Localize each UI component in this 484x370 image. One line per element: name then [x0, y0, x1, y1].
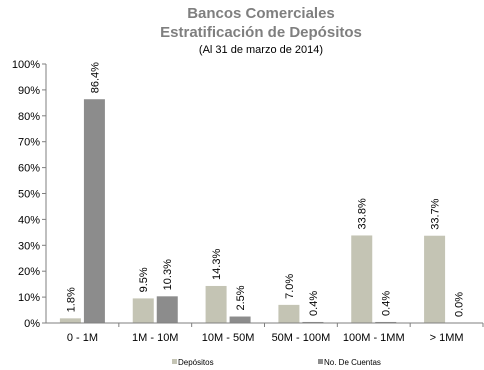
- x-tick-label: 1M - 10M: [132, 332, 178, 344]
- y-tick-label: 100%: [12, 59, 40, 71]
- bar-cuentas: [156, 296, 178, 323]
- bar-cuentas: [375, 321, 397, 323]
- x-tick-label: 100M - 1MM: [343, 332, 405, 344]
- legend-label: Depósitos: [178, 358, 214, 367]
- y-axis-ticks: 0% 10% 20% 30% 40% 50% 60% 70% 80% 90% 100%: [12, 59, 40, 330]
- x-tick-label: 10M - 50M: [202, 332, 255, 344]
- bar-depositos: [351, 235, 373, 323]
- y-tick-label: 0%: [24, 318, 40, 330]
- x-axis-ticks: 0 - 1M 1M - 10M 10M - 50M 50M - 100M 100M - …: [67, 332, 464, 344]
- data-label: 2.5%: [235, 285, 247, 310]
- bars: [59, 99, 446, 323]
- y-tick-label: 60%: [18, 163, 40, 175]
- chart-subtitle: Estratificación de Depósitos: [160, 24, 362, 41]
- legend-swatch: [318, 359, 323, 364]
- chart-title: Bancos Comerciales: [187, 5, 335, 22]
- bar-depositos: [424, 235, 446, 323]
- legend-swatch: [172, 359, 177, 364]
- bar-depositos: [278, 304, 300, 323]
- legend: Depósitos No. De Cuentas: [172, 358, 381, 367]
- bar-cuentas: [302, 321, 324, 323]
- x-tick-label: 50M - 100M: [272, 332, 331, 344]
- chart-note: (Al 31 de marzo de 2014): [199, 44, 323, 56]
- data-label: 14.3%: [211, 249, 223, 280]
- x-tick-label: 0 - 1M: [67, 332, 98, 344]
- bar-depositos: [132, 298, 154, 323]
- data-label: 7.0%: [284, 274, 296, 299]
- y-tick-label: 30%: [18, 240, 40, 252]
- data-label: 86.4%: [89, 62, 101, 93]
- data-label: 1.8%: [65, 287, 77, 312]
- y-tick-label: 70%: [18, 137, 40, 149]
- y-tick-label: 90%: [18, 85, 40, 97]
- data-label: 0.4%: [308, 291, 320, 316]
- bar-depositos: [205, 285, 227, 323]
- y-tick-label: 10%: [18, 292, 40, 304]
- data-label: 33.8%: [357, 198, 369, 229]
- bar-depositos: [59, 318, 81, 323]
- data-label: 10.3%: [162, 259, 174, 290]
- data-label: 33.7%: [430, 198, 442, 229]
- y-tick-label: 80%: [18, 111, 40, 123]
- x-tick-label: > 1MM: [430, 332, 464, 344]
- data-label: 9.5%: [138, 267, 150, 292]
- legend-label: No. De Cuentas: [324, 358, 381, 367]
- bar-cuentas: [83, 99, 105, 323]
- data-label: 0.0%: [454, 292, 466, 317]
- y-tick-label: 50%: [18, 189, 40, 201]
- data-labels: 1.8% 86.4% 9.5% 10.3% 14.3% 2.5% 7.0% 0.4% 33.8%…: [65, 62, 465, 317]
- y-tick-label: 40%: [18, 214, 40, 226]
- y-tick-label: 20%: [18, 266, 40, 278]
- axes: [42, 63, 484, 327]
- data-label: 0.4%: [381, 291, 393, 316]
- bar-cuentas: [229, 316, 251, 323]
